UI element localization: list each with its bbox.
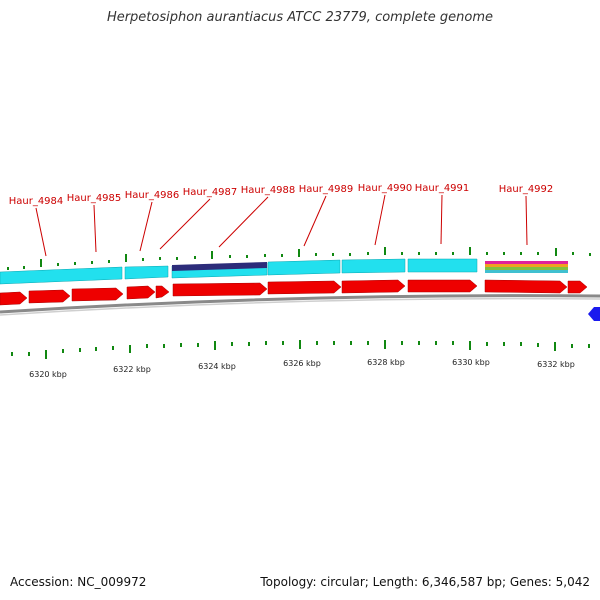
stripe-green bbox=[485, 267, 568, 270]
scale-label: 6332 kbp bbox=[537, 360, 575, 369]
lower-ticks bbox=[11, 340, 590, 359]
reverse-arrow bbox=[588, 307, 600, 321]
gene-label: Haur_4985 bbox=[67, 193, 122, 204]
feature-band-seg bbox=[0, 266, 123, 285]
upper-ticks bbox=[7, 247, 591, 270]
backbone-inner bbox=[0, 297, 600, 316]
accession-text: Accession: NC_009972 bbox=[10, 575, 147, 589]
label-leaders bbox=[35, 194, 528, 257]
scale-label: 6330 kbp bbox=[452, 358, 490, 367]
genome-summary-text: Topology: circular; Length: 6,346,587 bp… bbox=[260, 575, 590, 589]
cds-arrow bbox=[407, 279, 478, 293]
feature-band-highlight bbox=[172, 262, 267, 271]
feature-band-seg bbox=[407, 258, 478, 273]
gene-label: Haur_4990 bbox=[358, 183, 413, 194]
scale-label: 6328 kbp bbox=[367, 358, 405, 367]
cds-arrow bbox=[71, 287, 124, 302]
gene-label: Haur_4984 bbox=[9, 196, 64, 207]
cds-arrow bbox=[484, 279, 568, 294]
stripe-magenta bbox=[485, 261, 568, 264]
scale-label: 6326 kbp bbox=[283, 359, 321, 368]
cds-arrow bbox=[28, 289, 71, 304]
gene-label: Haur_4987 bbox=[183, 187, 238, 198]
gene-label: Haur_4988 bbox=[241, 185, 296, 196]
reverse-cds bbox=[588, 307, 600, 321]
cds-arrow bbox=[0, 291, 28, 306]
scale-label: 6322 kbp bbox=[113, 365, 151, 374]
cds-arrow bbox=[341, 279, 406, 294]
feature-band bbox=[0, 258, 478, 285]
stripe-cyan bbox=[485, 270, 568, 273]
cds-arrows bbox=[0, 279, 588, 306]
scale-labels: 6320 kbp 6322 kbp 6324 kbp 6326 kbp 6328… bbox=[29, 358, 575, 379]
feature-band-seg bbox=[124, 265, 169, 280]
gene-label: Haur_4992 bbox=[499, 184, 554, 195]
gene-label: Haur_4989 bbox=[299, 184, 354, 195]
feature-band-seg bbox=[341, 258, 406, 274]
cds-arrow bbox=[155, 285, 170, 299]
scale-label: 6324 kbp bbox=[198, 362, 236, 371]
map-title: Herpetosiphon aurantiacus ATCC 23779, co… bbox=[106, 10, 494, 25]
cds-arrow bbox=[267, 280, 342, 295]
gene-labels: Haur_4984 Haur_4985 Haur_4986 Haur_4987 … bbox=[9, 183, 554, 207]
backbone-outer bbox=[0, 294, 600, 314]
cds-arrow bbox=[172, 282, 268, 297]
cds-arrow bbox=[567, 280, 588, 294]
cds-arrow bbox=[126, 285, 156, 300]
gene-label: Haur_4991 bbox=[415, 183, 470, 194]
feature-band-seg bbox=[267, 259, 341, 276]
domain-stripes bbox=[485, 261, 568, 273]
stripe-orange bbox=[485, 264, 568, 267]
scale-label: 6320 kbp bbox=[29, 370, 67, 379]
gene-label: Haur_4986 bbox=[125, 190, 180, 201]
backbone bbox=[0, 294, 600, 316]
